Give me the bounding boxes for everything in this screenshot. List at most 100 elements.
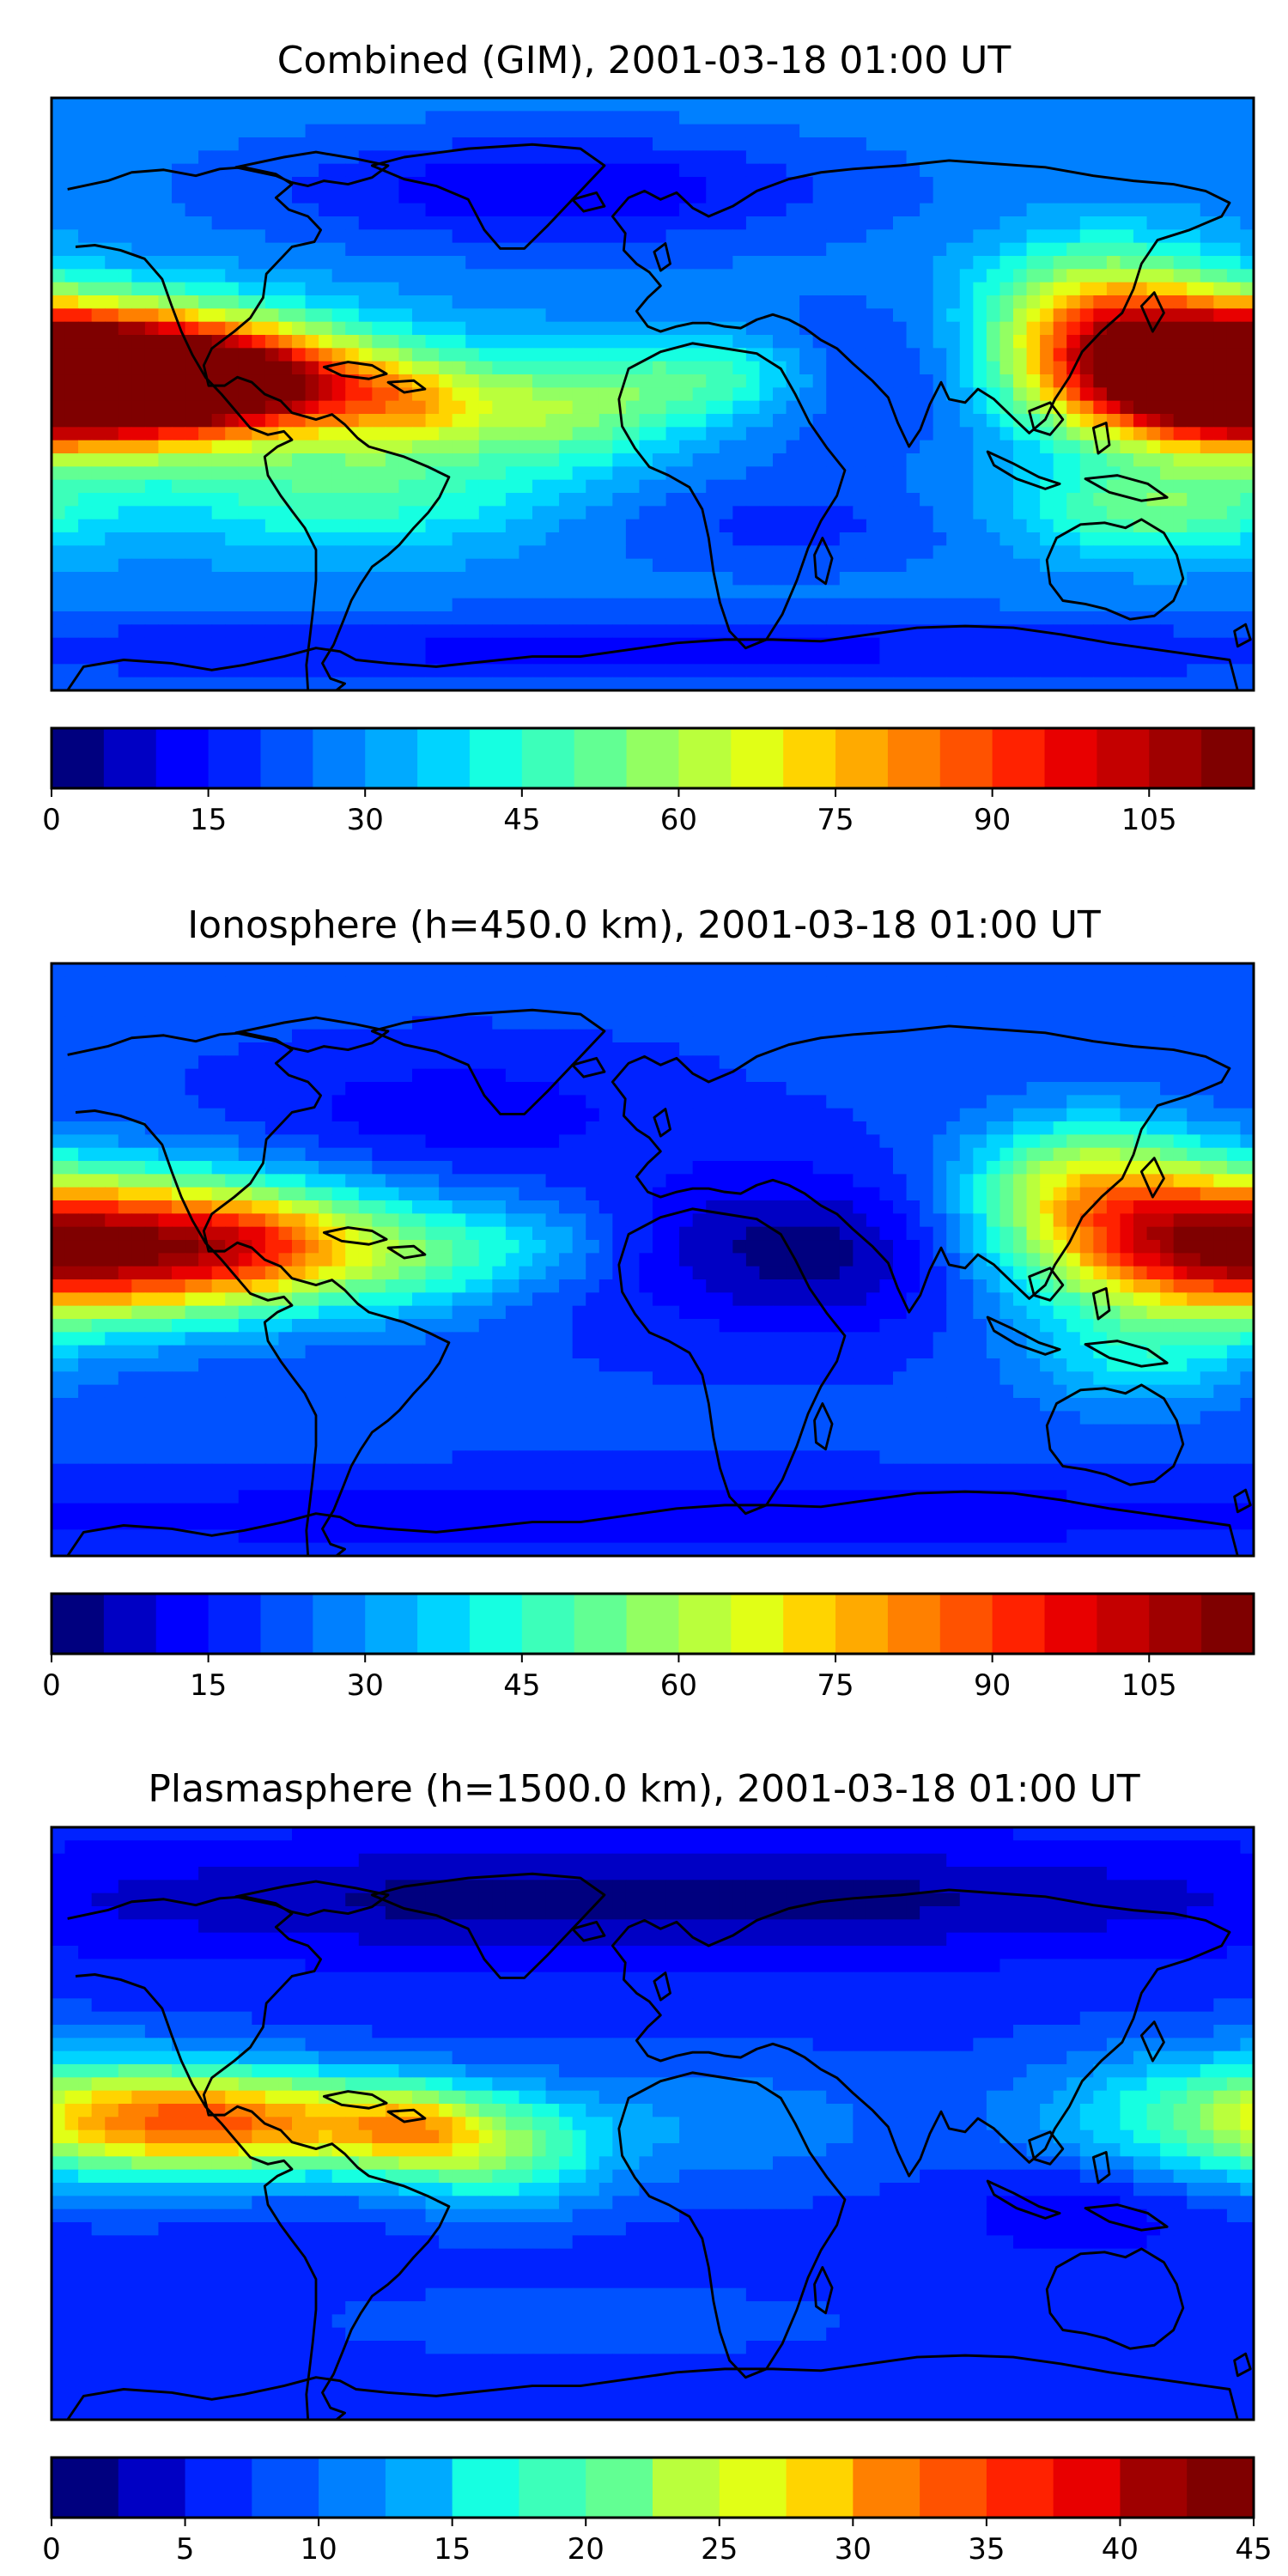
heatmap-cell: [572, 282, 586, 296]
heatmap-cell: [973, 506, 987, 520]
heatmap-cell: [559, 493, 574, 507]
heatmap-cell: [920, 466, 934, 481]
heatmap-cell: [305, 282, 319, 296]
heatmap-cell: [1013, 598, 1028, 612]
heatmap-cell: [185, 963, 199, 977]
heatmap-cell: [773, 453, 787, 467]
heatmap-cell: [559, 321, 574, 336]
heatmap-cell: [545, 493, 560, 507]
heatmap-cell: [185, 650, 199, 665]
heatmap-cell: [532, 545, 547, 560]
heatmap-cell: [1026, 374, 1041, 388]
heatmap-cell: [225, 677, 240, 690]
heatmap-cell: [906, 1068, 920, 1083]
heatmap-cell: [1040, 963, 1054, 977]
heatmap-cell: [172, 598, 186, 612]
heatmap-cell: [572, 598, 586, 612]
heatmap-cell: [1013, 176, 1028, 191]
heatmap-cell: [398, 216, 413, 230]
heatmap-cell: [292, 256, 307, 270]
heatmap-cell: [572, 585, 586, 599]
heatmap-cell: [292, 111, 307, 125]
heatmap-cell: [412, 374, 427, 388]
heatmap-cell: [412, 308, 427, 323]
heatmap-cell: [519, 664, 533, 678]
heatmap-cell: [519, 466, 533, 481]
heatmap-cell: [586, 506, 600, 520]
heatmap-cell: [319, 624, 333, 639]
heatmap-cell: [986, 190, 1001, 204]
heatmap-cell: [144, 427, 160, 441]
heatmap-cell: [665, 506, 680, 520]
heatmap-cell: [665, 176, 680, 191]
heatmap-cell: [91, 427, 106, 441]
heatmap-cell: [1093, 650, 1108, 665]
heatmap-cell: [385, 387, 400, 402]
heatmap-cell: [319, 295, 333, 309]
heatmap-cell: [52, 335, 66, 349]
heatmap-cell: [118, 137, 132, 151]
heatmap-cell: [639, 664, 653, 678]
heatmap-cell: [1053, 963, 1067, 977]
heatmap-cell: [292, 598, 307, 612]
heatmap-cell: [278, 585, 293, 599]
heatmap-cell: [653, 137, 667, 151]
heatmap-cell: [264, 229, 280, 244]
heatmap-cell: [52, 1042, 66, 1056]
heatmap-cell: [973, 677, 987, 690]
heatmap-cell: [118, 124, 132, 138]
heatmap-cell: [1106, 598, 1121, 612]
heatmap-cell: [933, 1042, 947, 1056]
heatmap-cell: [612, 335, 627, 349]
heatmap-cell: [519, 453, 533, 467]
heatmap-cell: [264, 282, 280, 296]
heatmap-cell: [1213, 558, 1228, 573]
heatmap-cell: [52, 124, 66, 138]
heatmap-cell: [252, 216, 266, 230]
heatmap-cell: [879, 150, 894, 165]
heatmap-cell: [78, 519, 93, 533]
heatmap-cell: [826, 611, 841, 625]
heatmap-cell: [545, 1055, 560, 1070]
heatmap-cell: [478, 163, 493, 178]
heatmap-cell: [1133, 387, 1148, 402]
heatmap-cell: [211, 348, 226, 362]
heatmap-cell: [692, 387, 707, 402]
heatmap-cell: [412, 229, 427, 244]
heatmap-cell: [826, 1068, 841, 1083]
heatmap-cell: [439, 229, 453, 244]
heatmap-cell: [906, 361, 920, 375]
heatmap-cell: [1200, 137, 1214, 151]
heatmap-cell: [505, 637, 520, 652]
heatmap-cell: [866, 453, 881, 467]
heatmap-cell: [1240, 664, 1254, 678]
heatmap-cell: [759, 124, 774, 138]
heatmap-cell: [1200, 1068, 1214, 1083]
heatmap-cell: [1026, 242, 1041, 257]
heatmap-cell: [331, 558, 346, 573]
heatmap-cell: [1133, 216, 1148, 230]
heatmap-cell: [745, 98, 761, 112]
heatmap-cell: [692, 335, 707, 349]
heatmap-cell: [91, 295, 106, 309]
heatmap-cell: [305, 1068, 319, 1083]
heatmap-cell: [439, 111, 453, 125]
heatmap-cell: [1200, 624, 1214, 639]
heatmap-cell: [839, 256, 854, 270]
heatmap-cell: [639, 532, 653, 546]
heatmap-cell: [732, 137, 747, 151]
heatmap-cell: [264, 98, 280, 112]
heatmap-cell: [492, 664, 507, 678]
heatmap-cell: [1146, 677, 1161, 690]
heatmap-cell: [1120, 506, 1134, 520]
heatmap-cell: [1053, 269, 1067, 283]
heatmap-cell: [319, 558, 333, 573]
heatmap-cell: [906, 124, 920, 138]
heatmap-cell: [118, 506, 132, 520]
heatmap-cell: [879, 989, 894, 1004]
heatmap-cell: [105, 282, 119, 296]
heatmap-cell: [692, 572, 707, 586]
heatmap-cell: [1079, 1082, 1094, 1096]
heatmap-cell: [398, 677, 413, 690]
